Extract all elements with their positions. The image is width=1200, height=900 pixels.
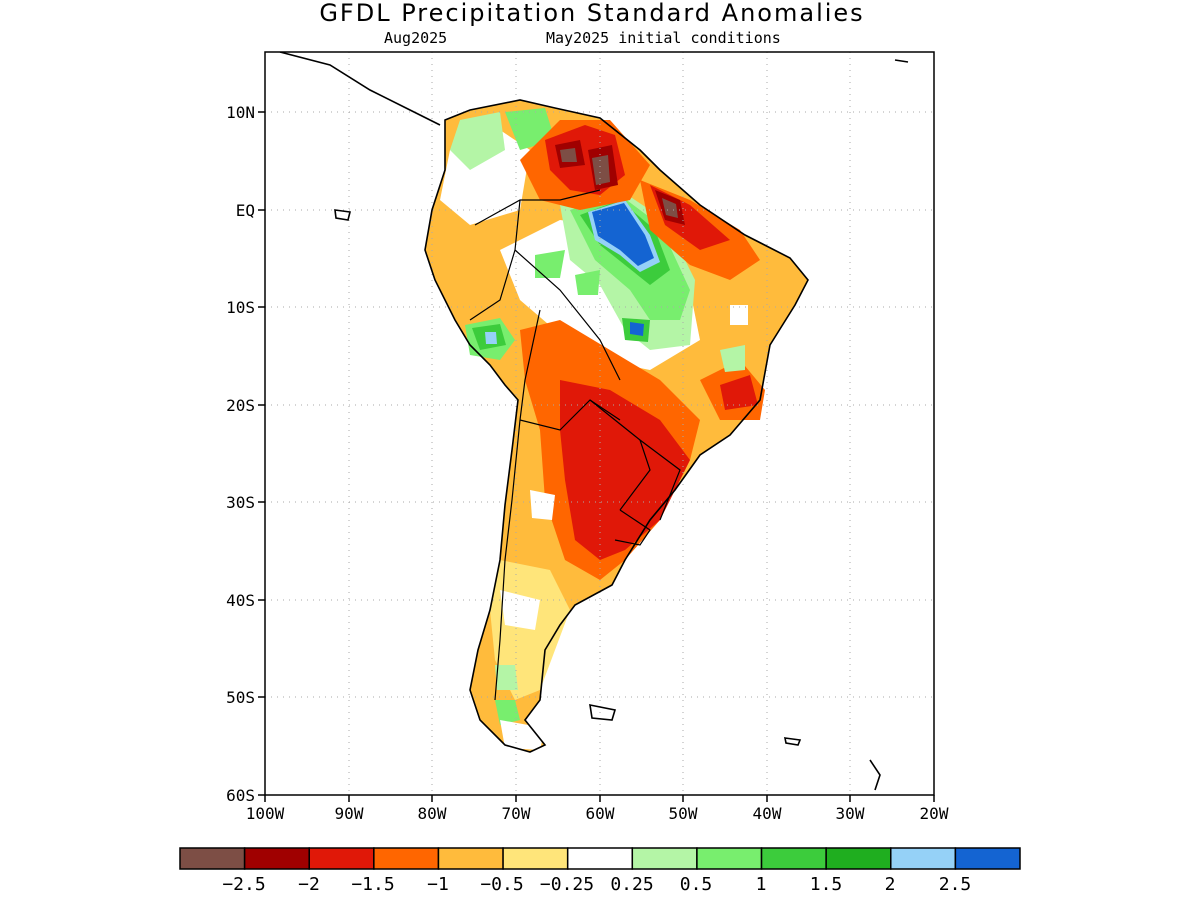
lat-label: 30S xyxy=(226,493,255,512)
colorbar-swatch xyxy=(954,847,1021,870)
lon-label: 20W xyxy=(920,804,949,823)
lon-label: 40W xyxy=(753,804,782,823)
anomaly-patch xyxy=(560,380,690,560)
lon-label: 50W xyxy=(669,804,698,823)
colorbar-swatch xyxy=(502,847,569,870)
anomaly-patch xyxy=(530,490,555,520)
lon-label: 100W xyxy=(246,804,285,823)
colorbar-swatch xyxy=(243,847,310,870)
colorbar-labels: −2.5 −2 −1.5 −1 −0.5 −0.25 0.25 0.5 1 1.… xyxy=(222,874,971,895)
anomaly-patch xyxy=(592,203,654,266)
colorbar-label: 1 xyxy=(756,874,767,895)
lon-label: 70W xyxy=(502,804,531,823)
colorbar-label: −2 xyxy=(298,874,320,895)
colorbar-swatch xyxy=(696,847,763,870)
colorbar-label: −0.25 xyxy=(540,874,594,895)
colorbar-swatch xyxy=(373,847,440,870)
colorbar-swatch xyxy=(825,847,892,870)
lon-label: 80W xyxy=(418,804,447,823)
map-title: GFDL Precipitation Standard Anomalies xyxy=(319,0,865,27)
initial-conditions: May2025 initial conditions xyxy=(546,29,781,47)
forecast-month: Aug2025 xyxy=(384,29,448,47)
anomaly-shading xyxy=(425,100,808,752)
anomaly-patch xyxy=(592,155,610,185)
lon-label: 30W xyxy=(836,804,865,823)
anomaly-patch xyxy=(485,332,497,344)
latitude-labels: 10N EQ 10S 20S 30S 40S 50S 60S xyxy=(226,103,255,805)
colorbar-label: 0.25 xyxy=(610,874,653,895)
colorbar-label: −2.5 xyxy=(222,874,265,895)
coastlines xyxy=(279,52,909,791)
anomaly-patch xyxy=(450,112,505,170)
anomaly-patch xyxy=(730,305,748,325)
anomaly-patch xyxy=(500,720,545,750)
anomaly-patch xyxy=(535,250,565,278)
lon-label: 60W xyxy=(586,804,615,823)
anomaly-patch xyxy=(720,345,745,372)
anomaly-patch xyxy=(720,375,758,410)
colorbar-swatch xyxy=(308,847,375,870)
colorbar-label: 2 xyxy=(885,874,896,895)
colorbar-label: 2.5 xyxy=(939,874,972,895)
lat-label: 10S xyxy=(226,298,255,317)
colorbar-label: −1 xyxy=(427,874,449,895)
anomaly-patch xyxy=(575,270,600,295)
colorbar-label: −0.5 xyxy=(480,874,523,895)
colorbar-swatch xyxy=(179,847,246,870)
colorbar-label: 1.5 xyxy=(810,874,843,895)
anomaly-patch xyxy=(560,148,577,162)
colorbar-swatch xyxy=(631,847,698,870)
anomaly-patch xyxy=(495,700,520,725)
country-borders xyxy=(469,189,681,701)
colorbar-label: −1.5 xyxy=(351,874,394,895)
lat-label: 40S xyxy=(226,591,255,610)
longitude-labels: 100W 90W 80W 70W 60W 50W 40W 30W 20W xyxy=(246,804,949,823)
colorbar-label: 0.5 xyxy=(680,874,713,895)
lon-label: 90W xyxy=(335,804,364,823)
colorbar-swatch xyxy=(437,847,504,870)
anomaly-patch xyxy=(630,322,644,336)
anomaly-patch xyxy=(662,198,678,218)
colorbar xyxy=(179,847,1021,870)
lat-label: EQ xyxy=(236,201,255,220)
colorbar-swatch xyxy=(890,847,957,870)
anomaly-patch xyxy=(495,665,518,690)
colorbar-swatch xyxy=(760,847,827,870)
lat-label: 50S xyxy=(226,688,255,707)
tick-marks xyxy=(258,111,935,802)
lat-label: 20S xyxy=(226,396,255,415)
colorbar-swatch xyxy=(566,847,634,870)
lat-label: 60S xyxy=(226,786,255,805)
lat-label: 10N xyxy=(226,103,255,122)
